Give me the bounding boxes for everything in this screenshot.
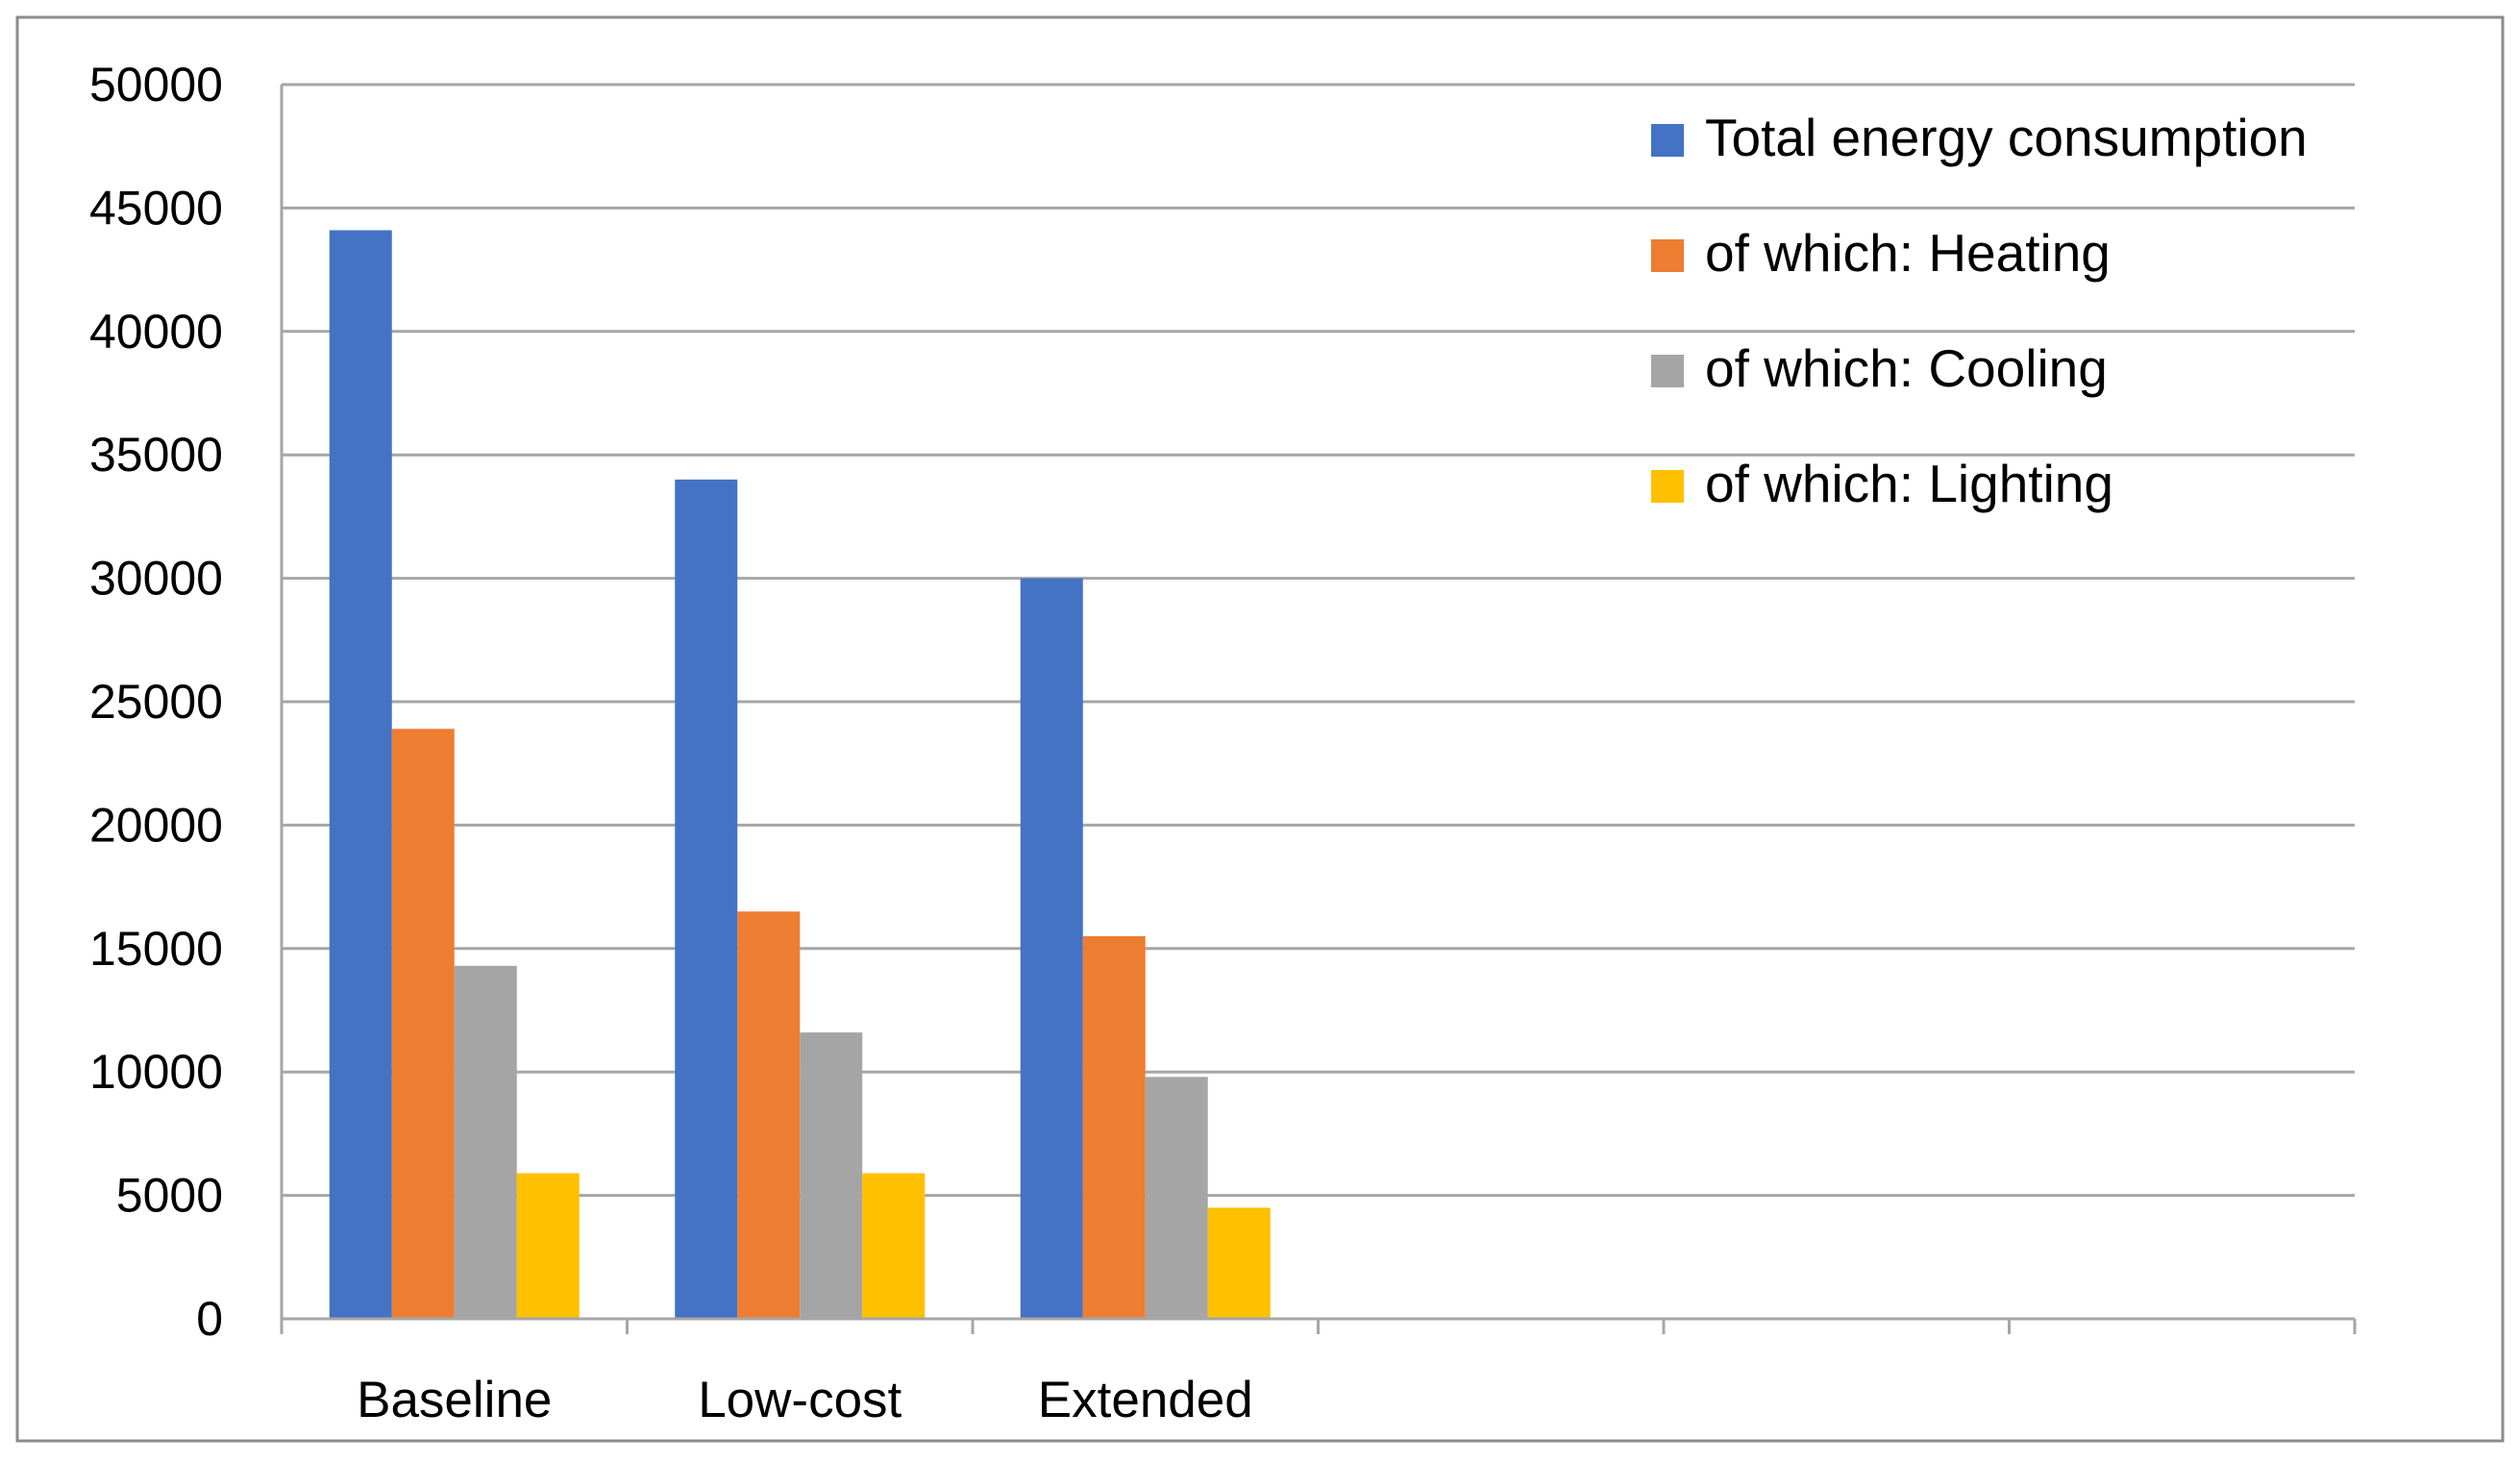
bar-of-which-lighting-baseline bbox=[517, 1173, 580, 1319]
legend-swatch bbox=[1651, 355, 1684, 387]
legend-swatch bbox=[1651, 470, 1684, 503]
bar-of-which-heating-baseline bbox=[392, 729, 455, 1319]
bar-of-which-cooling-extended bbox=[1146, 1077, 1208, 1319]
y-tick-label: 35000 bbox=[89, 428, 223, 482]
x-tick-label: Baseline bbox=[357, 1372, 552, 1428]
bar-of-which-lighting-low-cost bbox=[862, 1173, 925, 1319]
bar-of-which-heating-low-cost bbox=[737, 911, 800, 1319]
y-tick-label: 25000 bbox=[89, 675, 223, 729]
legend-label: Total energy consumption bbox=[1705, 108, 2308, 167]
y-tick-label: 20000 bbox=[89, 798, 223, 852]
y-tick-label: 45000 bbox=[89, 181, 223, 235]
legend-swatch bbox=[1651, 239, 1684, 272]
legend-label: of which: Cooling bbox=[1705, 338, 2108, 398]
bar-total-energy-consumption-low-cost bbox=[675, 480, 737, 1319]
y-tick-label: 40000 bbox=[89, 305, 223, 359]
bar-of-which-lighting-extended bbox=[1208, 1207, 1271, 1319]
y-tick-label: 50000 bbox=[89, 58, 223, 112]
y-tick-label: 30000 bbox=[89, 552, 223, 606]
y-tick-label: 5000 bbox=[116, 1169, 223, 1223]
y-tick-label: 0 bbox=[196, 1292, 223, 1346]
chart-container: 0 5000 10000 15000 20000 25000 30000 35000 40000… bbox=[0, 0, 2520, 1458]
bar-of-which-heating-extended bbox=[1083, 936, 1146, 1319]
x-tick-label: Low-cost bbox=[698, 1372, 902, 1428]
legend-label: of which: Lighting bbox=[1705, 454, 2113, 513]
bar-of-which-cooling-low-cost bbox=[800, 1032, 862, 1319]
bar-of-which-cooling-baseline bbox=[455, 966, 517, 1319]
bar-chart: 0 5000 10000 15000 20000 25000 30000 35000 40000… bbox=[0, 0, 2520, 1458]
legend-label: of which: Heating bbox=[1705, 223, 2111, 283]
legend-swatch bbox=[1651, 124, 1684, 157]
x-tick-label: Extended bbox=[1038, 1372, 1253, 1428]
y-tick-label: 10000 bbox=[89, 1045, 223, 1099]
bar-total-energy-consumption-baseline bbox=[330, 231, 392, 1319]
bar-total-energy-consumption-extended bbox=[1021, 579, 1083, 1319]
y-tick-label: 15000 bbox=[89, 922, 223, 976]
